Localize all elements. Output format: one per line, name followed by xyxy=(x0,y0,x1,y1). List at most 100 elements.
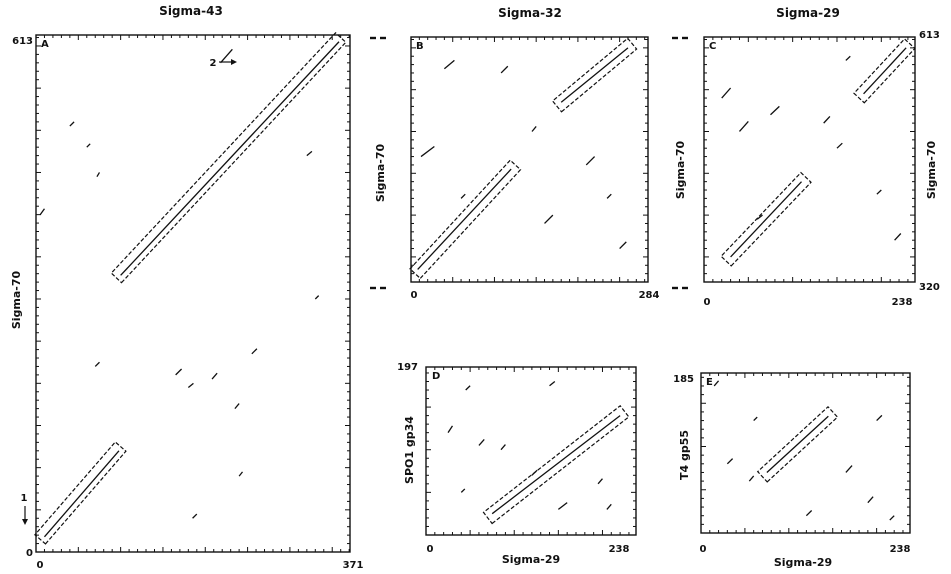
panel-b-segment-7 xyxy=(460,193,466,199)
panel-a-box-1 xyxy=(34,441,127,545)
panel-c-xtick-right: 238 xyxy=(892,297,913,308)
panel-e-segment-2 xyxy=(748,475,755,482)
panel-a-segment-9 xyxy=(234,403,240,410)
panel-a-title: Sigma-43 xyxy=(159,4,223,18)
panel-a-segment-11 xyxy=(192,513,198,519)
panel-d-box-1 xyxy=(482,404,630,525)
panel-b-diagonal-2 xyxy=(560,47,629,103)
annotation-1-arrowhead xyxy=(22,519,28,525)
panel-a-xtick-left: 0 xyxy=(37,560,44,571)
panel-a-segment-4 xyxy=(39,208,45,216)
annotation-1: 1 xyxy=(21,493,28,504)
panel-d-letter: D xyxy=(432,371,440,382)
panel-c-segment-5 xyxy=(845,55,851,61)
panel-b-segment-3 xyxy=(500,65,509,74)
panel-d-segment-10 xyxy=(606,503,612,510)
panel-c-box-2 xyxy=(853,38,916,104)
panel-b-segment-5 xyxy=(585,156,596,166)
panel-e-ytick-top: 185 xyxy=(673,374,694,385)
panel-b-segment-4 xyxy=(544,214,554,224)
panel-c-diagonal-1 xyxy=(730,181,802,258)
panel-d-ylabel: SPO1 gp34 xyxy=(403,416,416,484)
panel-c-letter: C xyxy=(709,41,716,52)
panel-e-frame xyxy=(700,372,911,534)
panel-b-ticks xyxy=(410,37,648,283)
panel-d-ytick-top: 197 xyxy=(397,362,418,373)
panel-a-segment-14 xyxy=(251,348,258,355)
panel-b-plot xyxy=(409,37,638,280)
panel-c-ylabel-left: Sigma-70 xyxy=(674,140,687,199)
panel-c-plot xyxy=(720,38,916,267)
panel-e-segment-8 xyxy=(889,515,895,521)
panel-a-ytick-bottom: 0 xyxy=(26,548,33,559)
panel-d-xtick-right: 238 xyxy=(609,544,630,555)
panel-c-segment-2 xyxy=(738,121,749,132)
panel-a-segment-10 xyxy=(238,471,244,477)
panel-b-xtick-left: 0 xyxy=(411,290,418,301)
panel-e-box-1 xyxy=(756,405,839,483)
panel-c-xtick-left: 0 xyxy=(704,297,711,308)
panel-c: Sigma-29 C 613 320 0 238 Sigma-70 Sigma-… xyxy=(672,6,940,308)
panel-a-xtick-right: 371 xyxy=(343,560,364,571)
panel-b-segment-2 xyxy=(443,59,455,70)
panel-b-xtick-right: 284 xyxy=(639,290,660,301)
panel-a-plot xyxy=(34,31,347,545)
panel-a-ylabel: Sigma-70 xyxy=(10,270,23,329)
panel-e-xtick-right: 238 xyxy=(890,544,911,555)
panel-c-ylabel-right: Sigma-70 xyxy=(925,140,938,199)
panel-c-frame xyxy=(703,36,916,283)
panel-a-segment-13 xyxy=(314,295,320,300)
panel-a-diagonal-1 xyxy=(43,450,120,538)
panel-b-diagonal-1 xyxy=(417,168,512,270)
panel-c-break-marks xyxy=(672,36,688,290)
panel-b: Sigma-32 B 0 284 Sigma-70 xyxy=(370,6,659,301)
panel-d-segment-7 xyxy=(597,478,603,485)
panel-a-segment-8 xyxy=(211,372,218,380)
panel-c-segment-3 xyxy=(770,105,780,116)
panel-c-segment-1 xyxy=(721,87,732,99)
panel-e-segment-3 xyxy=(845,465,853,473)
panel-c-box-1 xyxy=(720,171,812,267)
panel-e-segment-6 xyxy=(876,414,883,422)
panel-d-segment-9 xyxy=(549,380,556,387)
panel-d-segment-3 xyxy=(478,439,485,446)
panel-c-ytick-bottom: 320 xyxy=(919,282,940,293)
panel-d-segment-6 xyxy=(557,502,568,510)
panel-c-segment-7 xyxy=(876,189,882,195)
panel-a-segment-6 xyxy=(175,368,183,376)
panel-a-letter: A xyxy=(41,39,49,50)
panel-b-segment-9 xyxy=(619,241,627,250)
panel-d-segment-5 xyxy=(531,469,538,476)
panel-e-segment-9 xyxy=(753,416,758,422)
panel-e-diagonal-1 xyxy=(766,415,829,473)
panel-a-segment-5 xyxy=(94,361,100,367)
panel-e-segment-4 xyxy=(867,496,874,504)
panel-c-segment-8 xyxy=(836,142,843,149)
panel-d-xtick-left: 0 xyxy=(427,544,434,555)
panel-a: Sigma-43 A 613 0 0 371 Sigma-70 1 2 xyxy=(10,4,363,571)
panel-c-title: Sigma-29 xyxy=(776,6,840,20)
panel-e-segment-1 xyxy=(726,458,734,465)
panel-d-segment-8 xyxy=(460,488,466,493)
panel-c-diagonal-2 xyxy=(863,47,907,95)
panel-b-segment-1 xyxy=(420,146,435,158)
panel-b-box-1 xyxy=(409,159,522,280)
panel-d-ticks xyxy=(425,367,636,536)
panel-b-title: Sigma-32 xyxy=(498,6,562,20)
panel-d-segment-2 xyxy=(465,385,471,391)
panel-d: D 197 0 238 Sigma-29 SPO1 gp34 xyxy=(397,362,637,566)
panel-c-ticks xyxy=(703,37,915,283)
panel-e-segment-5 xyxy=(805,510,813,517)
panel-e-ylabel: T4 gp55 xyxy=(678,430,691,480)
panel-e-xtick-left: 0 xyxy=(700,544,707,555)
panel-d-segment-1 xyxy=(447,425,454,434)
panel-a-diagonal-2 xyxy=(120,41,340,276)
panel-b-segment-8 xyxy=(531,126,537,132)
panel-d-plot xyxy=(447,380,630,525)
panel-a-segment-7 xyxy=(187,382,194,389)
panel-d-diagonal-1 xyxy=(491,415,621,515)
panel-c-segment-6 xyxy=(894,233,902,241)
panel-b-break-marks xyxy=(370,36,386,290)
panel-e-ticks xyxy=(700,373,910,534)
